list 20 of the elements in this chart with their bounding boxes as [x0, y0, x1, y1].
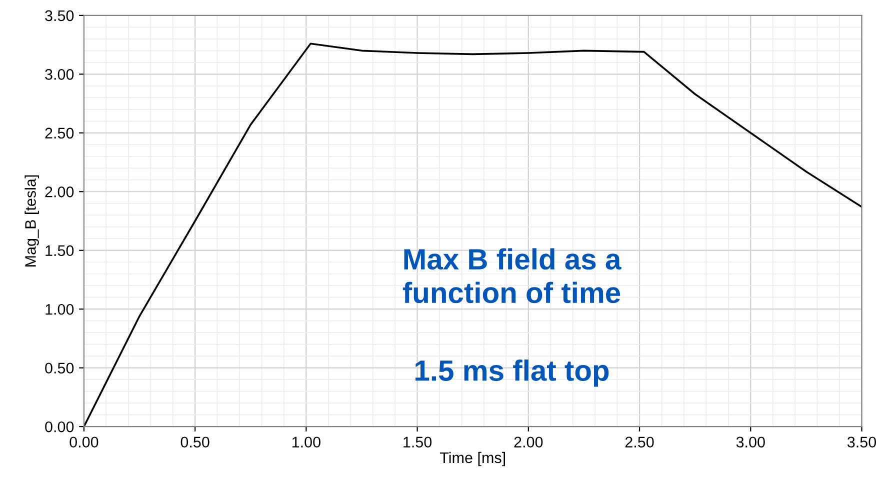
x-tick-label: 3.50: [847, 436, 876, 448]
annotation: 1.5 ms flat top: [416, 360, 609, 387]
y-tick-label: 3.50: [45, 10, 74, 22]
x-tick-label: 2.50: [625, 436, 654, 448]
y-tick-label: 3.00: [45, 69, 74, 80]
annotation: Max B field as a function of time: [402, 248, 622, 304]
x-tick-label: 0.50: [180, 436, 210, 448]
x-tick-label: 1.50: [404, 436, 432, 448]
x-tick-label: 1.00: [292, 436, 320, 448]
y-tick-label: 2.00: [45, 186, 74, 198]
x-tick-label: 2.00: [514, 436, 543, 448]
y-tick-label: 0.00: [45, 421, 74, 432]
y-axis-title: Mag_B [tesla]: [24, 175, 39, 266]
y-tick-label: 1.00: [46, 304, 74, 315]
y-tick-label: 1.50: [46, 245, 74, 256]
x-tick-label: 3.00: [736, 436, 765, 448]
y-tick-label: 0.50: [45, 362, 74, 374]
x-axis-title: Time [ms]: [440, 452, 505, 466]
x-tick-label: 0.00: [70, 436, 98, 448]
y-tick-label: 2.50: [45, 128, 74, 139]
